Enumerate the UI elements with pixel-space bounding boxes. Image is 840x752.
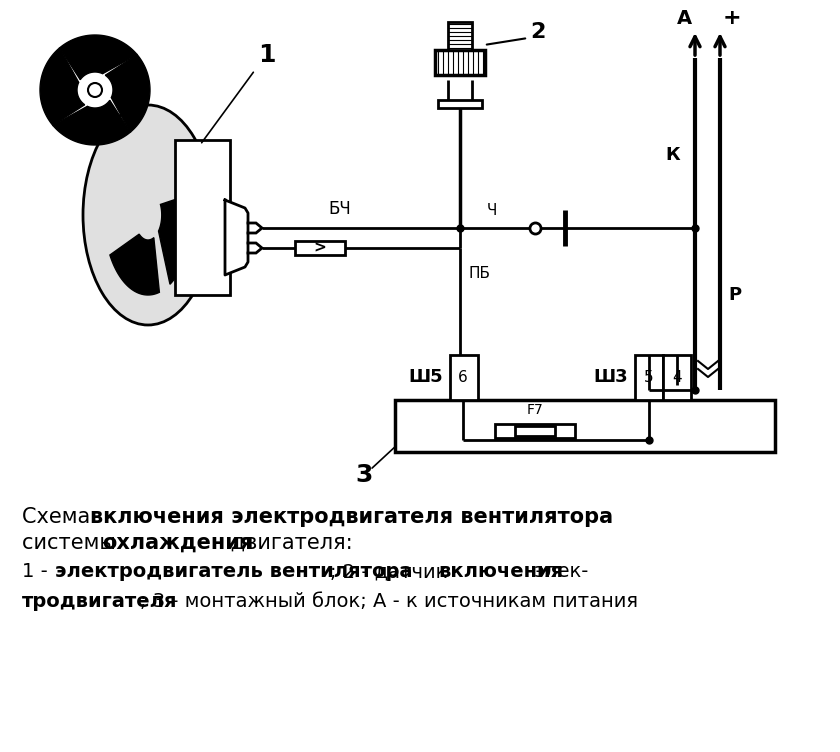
- Text: F7: F7: [527, 403, 543, 417]
- Polygon shape: [40, 48, 85, 126]
- Bar: [495, 424, 575, 438]
- Text: 6: 6: [458, 369, 468, 384]
- Bar: [295, 241, 345, 255]
- Circle shape: [88, 83, 102, 97]
- Polygon shape: [225, 200, 248, 275]
- Text: К: К: [665, 146, 680, 164]
- Bar: [435, 50, 485, 75]
- Bar: [175, 140, 230, 295]
- Text: +: +: [723, 8, 742, 28]
- Bar: [515, 426, 555, 436]
- Text: тродвигателя: тродвигателя: [22, 592, 177, 611]
- Text: 1: 1: [258, 43, 276, 67]
- Ellipse shape: [83, 105, 213, 325]
- Text: 4: 4: [672, 369, 682, 384]
- Text: ПБ: ПБ: [468, 266, 490, 281]
- Text: включения: включения: [438, 562, 563, 581]
- Text: двигателя:: двигателя:: [224, 533, 353, 553]
- Text: ; 2 - датчик: ; 2 - датчик: [330, 562, 454, 581]
- Bar: [395, 400, 775, 452]
- Text: >: >: [313, 241, 327, 256]
- Bar: [448, 22, 472, 50]
- Text: 3: 3: [355, 463, 372, 487]
- Bar: [635, 355, 663, 400]
- Bar: [450, 355, 478, 400]
- Text: ; 3 - монтажный блок; А - к источникам питания: ; 3 - монтажный блок; А - к источникам п…: [140, 592, 638, 611]
- Text: элек-: элек-: [528, 562, 588, 581]
- Text: 5: 5: [644, 369, 654, 384]
- Bar: [438, 100, 482, 108]
- Polygon shape: [105, 55, 150, 132]
- Text: включения электродвигателя вентилятора: включения электродвигателя вентилятора: [90, 507, 613, 527]
- Text: 2: 2: [530, 22, 545, 42]
- Text: электродвигатель вентилятора: электродвигатель вентилятора: [55, 562, 412, 581]
- Text: А: А: [677, 8, 692, 28]
- Text: системы: системы: [22, 533, 123, 553]
- Bar: [663, 355, 691, 400]
- Polygon shape: [159, 194, 192, 284]
- Text: Р: Р: [728, 286, 741, 304]
- Text: БЧ: БЧ: [328, 200, 351, 218]
- Polygon shape: [110, 234, 160, 295]
- Text: охлаждения: охлаждения: [102, 533, 254, 553]
- Text: Схема: Схема: [22, 507, 97, 527]
- Text: 1 -: 1 -: [22, 562, 54, 581]
- Text: Ч: Ч: [487, 203, 497, 218]
- Polygon shape: [53, 100, 130, 145]
- Text: Ш5: Ш5: [408, 368, 443, 386]
- Text: Ш3: Ш3: [593, 368, 628, 386]
- Polygon shape: [60, 35, 137, 80]
